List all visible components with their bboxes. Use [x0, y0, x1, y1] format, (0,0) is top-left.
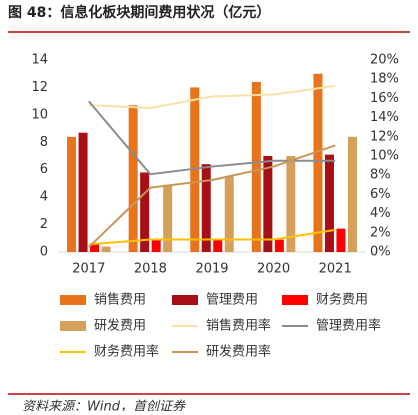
bar	[324, 154, 334, 252]
legend-swatch	[172, 295, 198, 305]
y2-tick-label: 16%	[370, 91, 399, 106]
bar	[78, 132, 88, 252]
legend-label: 财务费用	[316, 292, 368, 308]
y-tick-label: 14	[31, 53, 48, 68]
bar	[213, 239, 223, 252]
bar	[347, 136, 357, 252]
y2-tick-label: 18%	[370, 72, 399, 87]
y-tick-label: 8	[40, 135, 48, 150]
bar	[286, 156, 296, 252]
bar	[201, 164, 211, 252]
legend-swatch	[60, 295, 86, 305]
legend-swatch	[282, 295, 308, 305]
bar	[263, 156, 273, 252]
y2-tick-label: 2%	[370, 225, 391, 240]
bar	[67, 136, 77, 252]
x-tick-label: 2020	[257, 262, 290, 277]
legend-swatch	[60, 321, 86, 331]
y2-tick-label: 0%	[370, 245, 391, 260]
y2-tick-label: 20%	[370, 53, 399, 68]
bar	[128, 105, 138, 252]
y-tick-label: 2	[40, 217, 48, 232]
line	[88, 84, 336, 110]
y2-tick-label: 12%	[370, 129, 399, 144]
bar	[336, 228, 346, 252]
bar	[224, 176, 234, 252]
bar	[251, 81, 261, 252]
x-tick-label: 2017	[72, 262, 105, 277]
y2-tick-label: 8%	[370, 168, 391, 183]
legend-label: 财务费用率	[94, 344, 159, 360]
legend-label: 管理费用率	[316, 318, 381, 334]
y2-tick-label: 4%	[370, 206, 391, 221]
line	[88, 100, 336, 176]
legend-label: 销售费用	[94, 292, 146, 308]
chart-title: 图 48：信息化板块期间费用状况（亿元）	[8, 4, 270, 21]
y2-tick-label: 10%	[370, 149, 399, 164]
bar	[140, 172, 150, 252]
bar	[90, 243, 100, 252]
y-tick-label: 6	[40, 162, 48, 177]
x-tick-label: 2018	[134, 262, 167, 277]
line	[88, 144, 336, 248]
y-tick-label: 0	[40, 245, 48, 260]
y2-tick-label: 14%	[370, 110, 399, 125]
bar	[274, 239, 284, 252]
y-tick-label: 12	[31, 80, 48, 95]
legend-label: 销售费用率	[206, 318, 271, 334]
bar	[313, 73, 323, 252]
x-tick-label: 2019	[195, 262, 228, 277]
x-tick-label: 2021	[319, 262, 352, 277]
y-tick-label: 4	[40, 190, 48, 205]
y2-tick-label: 6%	[370, 187, 391, 202]
bar	[101, 246, 111, 252]
legend-label: 研发费用	[94, 318, 146, 334]
bar	[163, 184, 173, 252]
bar	[151, 239, 161, 252]
y-tick-label: 10	[31, 107, 48, 122]
source: 资料来源：Wind，首创证券	[22, 400, 186, 412]
legend-label: 研发费用率	[206, 344, 271, 360]
legend-label: 管理费用	[206, 293, 258, 308]
line	[88, 228, 336, 246]
